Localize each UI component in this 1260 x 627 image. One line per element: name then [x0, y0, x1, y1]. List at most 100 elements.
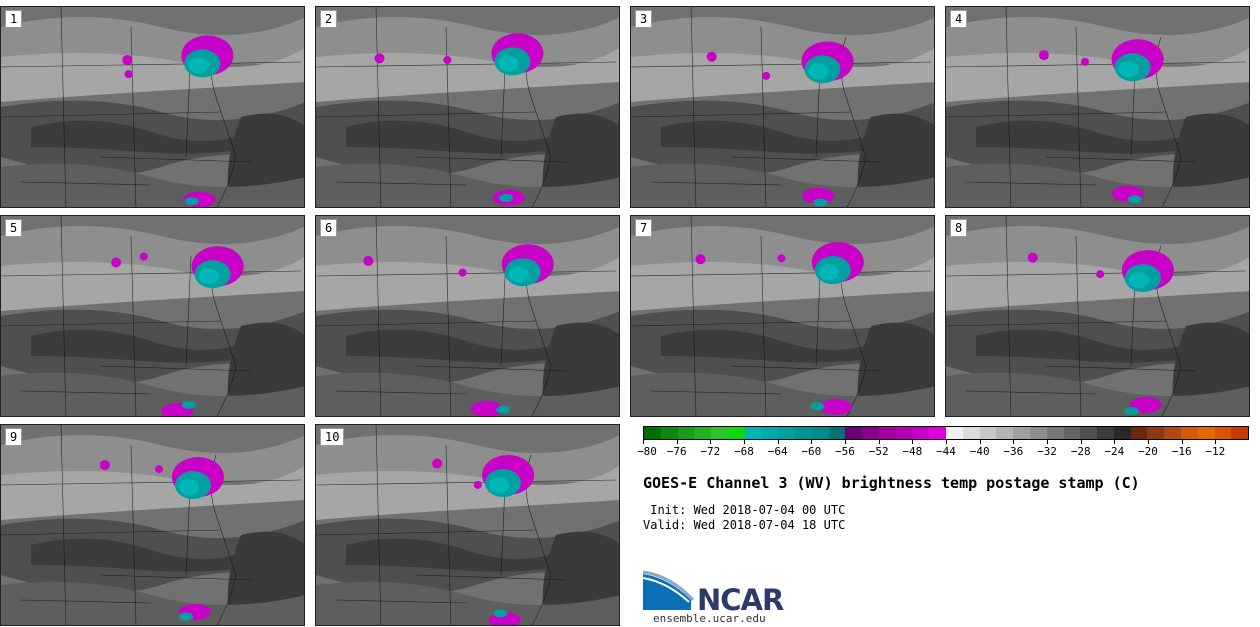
valid-time: Valid: Wed 2018-07-04 18 UTC	[643, 518, 846, 532]
tick-label: −12	[1205, 445, 1226, 458]
map-panel-9: 9	[0, 424, 305, 626]
colorbar-swatch	[778, 427, 796, 439]
website-url: ensemble.ucar.edu	[653, 612, 766, 625]
colorbar-swatch	[962, 427, 980, 439]
tick-mark	[744, 440, 745, 444]
colorbar-swatch	[1130, 427, 1148, 439]
logo-wordmark: NCAR	[697, 583, 784, 617]
colorbar-swatch	[694, 427, 712, 439]
tick-label: −36	[1003, 445, 1024, 458]
tick-mark	[710, 440, 712, 444]
colorbar-swatch	[912, 427, 930, 439]
colorbar-swatch	[795, 427, 812, 439]
colorbar-ticks: −80 −76 −72 −68 −64 −60 −56 −52 −48 −44 −40 −36 −32−…	[637, 440, 1249, 462]
colorbar-swatch	[711, 427, 728, 439]
tick-label: −72	[700, 445, 721, 458]
tick-label: −48	[902, 445, 923, 458]
colorbar-swatch	[828, 427, 846, 439]
tick-label: −28	[1070, 445, 1091, 458]
tick-label: −64	[767, 445, 788, 458]
tick-mark	[878, 440, 880, 444]
colorbar-swatch	[1231, 427, 1249, 439]
panel-number-label: 5	[5, 219, 23, 237]
tick-mark	[912, 440, 914, 444]
panel-number-label: 2	[320, 10, 338, 28]
panel-number-label: 9	[5, 428, 23, 446]
colorbar-swatch	[878, 427, 896, 439]
panel-number-label: 10	[320, 428, 345, 446]
map-panel-4: 4	[945, 6, 1250, 208]
colorbar-swatch	[677, 427, 695, 439]
map-panel-2: 2	[315, 6, 620, 208]
tick-label: −52	[868, 445, 889, 458]
tick-label: −20	[1138, 445, 1158, 458]
tick-label: −68	[734, 445, 754, 458]
map-panel-3: 3	[630, 6, 935, 208]
colorbar-swatch	[979, 427, 997, 439]
colorbar-swatch	[1063, 427, 1081, 439]
panel-number-label: 8	[950, 219, 968, 237]
colorbar-swatch	[1013, 427, 1030, 439]
colorbar-swatch	[1197, 427, 1215, 439]
colorbar-swatch	[862, 427, 879, 439]
tick-mark	[643, 440, 644, 444]
tick-label: −40	[969, 445, 990, 458]
ncar-logo-icon	[643, 570, 695, 610]
colorbar-swatch	[946, 427, 963, 439]
tick-mark	[1215, 440, 1217, 444]
panel-number-label: 4	[950, 10, 968, 28]
tick-mark	[676, 440, 678, 444]
map-panel-1: 1	[0, 6, 305, 208]
tick-label: −24	[1104, 445, 1125, 458]
colorbar-swatch	[929, 427, 947, 439]
colorbar-swatch	[1080, 427, 1098, 439]
colorbar-swatch	[996, 427, 1014, 439]
colorbar-swatch	[1113, 427, 1131, 439]
tick-mark	[845, 440, 846, 444]
map-panel-8: 8	[945, 215, 1250, 417]
tick-mark	[1080, 440, 1082, 444]
map-panel-5: 5	[0, 215, 305, 417]
colorbar-swatch	[1097, 427, 1114, 439]
panel-number-label: 7	[635, 219, 653, 237]
tick-label: −80	[637, 445, 657, 458]
tick-mark	[946, 440, 947, 444]
colorbar-swatch	[1181, 427, 1198, 439]
tick-label: −44	[936, 445, 956, 458]
tick-mark	[811, 440, 813, 444]
panel-number-label: 1	[5, 10, 23, 28]
colorbar-swatch	[1214, 427, 1232, 439]
colorbar-swatch	[1147, 427, 1165, 439]
colorbar	[643, 426, 1249, 440]
init-time: Init: Wed 2018-07-04 00 UTC	[643, 503, 846, 517]
tick-mark	[1181, 440, 1183, 444]
panel-number-label: 3	[635, 10, 653, 28]
map-panel-7: 7	[630, 215, 935, 417]
panel-number-label: 6	[320, 219, 338, 237]
map-panel-10: 10	[315, 424, 620, 626]
colorbar-swatch	[811, 427, 829, 439]
colorbar-swatch	[895, 427, 913, 439]
colorbar-swatch	[1046, 427, 1064, 439]
tick-mark	[1114, 440, 1116, 444]
colorbar-swatch	[660, 427, 678, 439]
tick-mark	[1148, 440, 1149, 444]
tick-label: −32	[1037, 445, 1057, 458]
colorbar-swatch	[727, 427, 745, 439]
colorbar-swatch	[644, 427, 661, 439]
colorbar-swatch	[744, 427, 762, 439]
tick-label: −56	[835, 445, 855, 458]
tick-mark	[979, 440, 981, 444]
tick-label: −60	[801, 445, 822, 458]
colorbar-swatch	[761, 427, 779, 439]
tick-mark	[1047, 440, 1048, 444]
colorbar-swatch	[1164, 427, 1181, 439]
figure-title: GOES-E Channel 3 (WV) brightness temp po…	[643, 474, 1140, 492]
tick-label: −76	[666, 445, 687, 458]
map-panel-6: 6	[315, 215, 620, 417]
colorbar-swatch	[1029, 427, 1047, 439]
tick-mark	[1013, 440, 1015, 444]
colorbar-swatch	[845, 427, 863, 439]
tick-label: −16	[1171, 445, 1192, 458]
tick-mark	[777, 440, 779, 444]
